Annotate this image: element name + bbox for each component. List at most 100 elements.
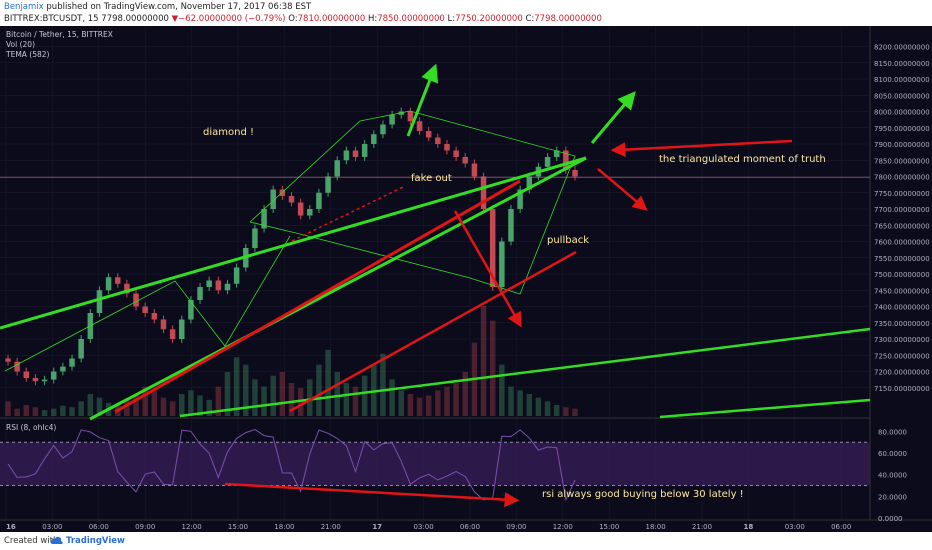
candle-body: [517, 189, 523, 209]
green-trendline-converging: [89, 156, 587, 421]
volume-bar: [361, 375, 368, 416]
volume-bar: [416, 397, 423, 416]
candle-body: [297, 202, 304, 216]
time-tick-label: 09:00: [506, 523, 526, 531]
time-tick-label: 18:00: [274, 523, 294, 531]
candle-body: [270, 189, 276, 209]
volume-bar: [261, 386, 267, 416]
volume-bar: [425, 395, 432, 416]
price-tick-label: 7550.00000000: [874, 255, 930, 263]
price-tick-label: 7250.00000000: [874, 352, 930, 360]
price-tick-label: 8050.00000000: [874, 92, 930, 100]
green-trendline-lower: [179, 327, 871, 418]
high-value: 7850.00000000: [377, 14, 445, 24]
time-tick-label: 03:00: [42, 523, 62, 531]
author-link[interactable]: Benjamix: [4, 2, 44, 12]
rsi-band: [0, 442, 870, 486]
candle-body: [261, 209, 267, 229]
down-arrow-red-1: [453, 210, 522, 328]
price-chart[interactable]: diamond ! fake out pullback the triangul…: [0, 26, 932, 532]
time-tick-label: 03:00: [414, 523, 434, 531]
volume-bar: [535, 397, 542, 416]
thin-wedge-outline: [4, 235, 291, 372]
candle-body: [96, 290, 103, 313]
volume-bar: [480, 306, 487, 416]
price-change: −62.00000000 (−0.79%): [178, 14, 286, 24]
volume-bar: [297, 388, 304, 416]
candle-body: [41, 379, 48, 382]
publish-line: Benjamix published on TradingView.com, N…: [4, 2, 311, 12]
time-tick-label: 15:00: [228, 523, 248, 531]
candle-body: [425, 131, 432, 138]
volume-bar: [316, 364, 322, 416]
volume-bar: [508, 386, 514, 416]
volume-bar: [224, 372, 231, 416]
candle-body: [206, 280, 212, 287]
volume-bar: [233, 357, 240, 416]
volume-bar: [32, 407, 39, 416]
close-value: 7798.00000000: [534, 14, 602, 24]
volume-bar: [160, 397, 167, 416]
diamond-outline: [249, 110, 576, 295]
volume-bar: [243, 364, 249, 416]
volume-bar: [563, 407, 569, 416]
last-price: 7798.00000000: [101, 14, 169, 24]
grid: [0, 26, 870, 520]
volume-bar: [151, 390, 158, 416]
annotation-pullback: pullback: [547, 235, 589, 246]
price-tick-label: 7400.00000000: [874, 304, 930, 312]
candle-body: [124, 283, 130, 294]
candles: [5, 107, 578, 386]
volume-bar: [188, 390, 194, 416]
candle-body: [563, 150, 569, 170]
volume-bar: [50, 408, 57, 416]
candle-body: [5, 358, 11, 362]
candle-body: [334, 160, 340, 177]
legend-volume: Vol (20): [6, 40, 35, 49]
candle-body: [489, 209, 496, 287]
volume-bar: [572, 408, 578, 416]
time-tick-label: 06:00: [460, 523, 480, 531]
volume-bar: [453, 383, 459, 416]
volume-bar: [499, 364, 505, 416]
time-tick-label: 16: [6, 523, 16, 531]
candle-body: [179, 319, 185, 339]
price-tick-label: 7450.00000000: [874, 287, 930, 295]
candle-body: [32, 378, 39, 382]
candle-body: [215, 280, 222, 291]
symbol-label: BITTREX:BTCUSDT, 15: [4, 14, 99, 24]
candle-body: [416, 121, 423, 131]
volume-bar: [444, 386, 450, 416]
candle-body: [188, 300, 194, 320]
up-arrow-green-1: [406, 63, 439, 137]
time-axis-labels: 16 03:00 06:00 09:00 12:00 15:00 18:00 21:00 17 0…: [6, 523, 851, 531]
candle-body: [361, 144, 368, 157]
price-tick-label: 7850.00000000: [874, 157, 930, 165]
volume-bar: [14, 408, 20, 416]
volume-bar: [23, 405, 30, 416]
rsi-tick-label: 0.0000: [878, 515, 903, 523]
candle-body: [462, 157, 469, 164]
candle-body: [105, 277, 112, 291]
candle-body: [572, 170, 578, 177]
volume-bar: [69, 407, 75, 416]
volume-bar: [5, 401, 11, 416]
time-tick-label: 18: [744, 523, 754, 531]
ohlc-line: BITTREX:BTCUSDT, 15 7798.00000000 ▼−62.0…: [4, 14, 602, 24]
price-tick-label: 7750.00000000: [874, 190, 930, 198]
candle-body: [553, 150, 560, 157]
candle-body: [288, 196, 295, 203]
tradingview-brand[interactable]: TradingView: [66, 536, 125, 546]
price-tick-label: 7700.00000000: [874, 206, 930, 214]
annotation-fakeout: fake out: [411, 173, 452, 184]
candle-body: [197, 287, 203, 300]
candle-body: [471, 163, 478, 177]
high-label: H:: [367, 14, 378, 24]
low-label: L:: [447, 14, 456, 24]
time-tick-label: 15:00: [599, 523, 619, 531]
price-tick-label: 8150.00000000: [874, 60, 930, 68]
red-trendline-support: [114, 179, 521, 414]
left-arrow-red: [610, 139, 793, 158]
rsi-tick-label: 80.0000: [878, 428, 907, 436]
annotation-truth: the triangulated moment of truth: [659, 154, 826, 165]
